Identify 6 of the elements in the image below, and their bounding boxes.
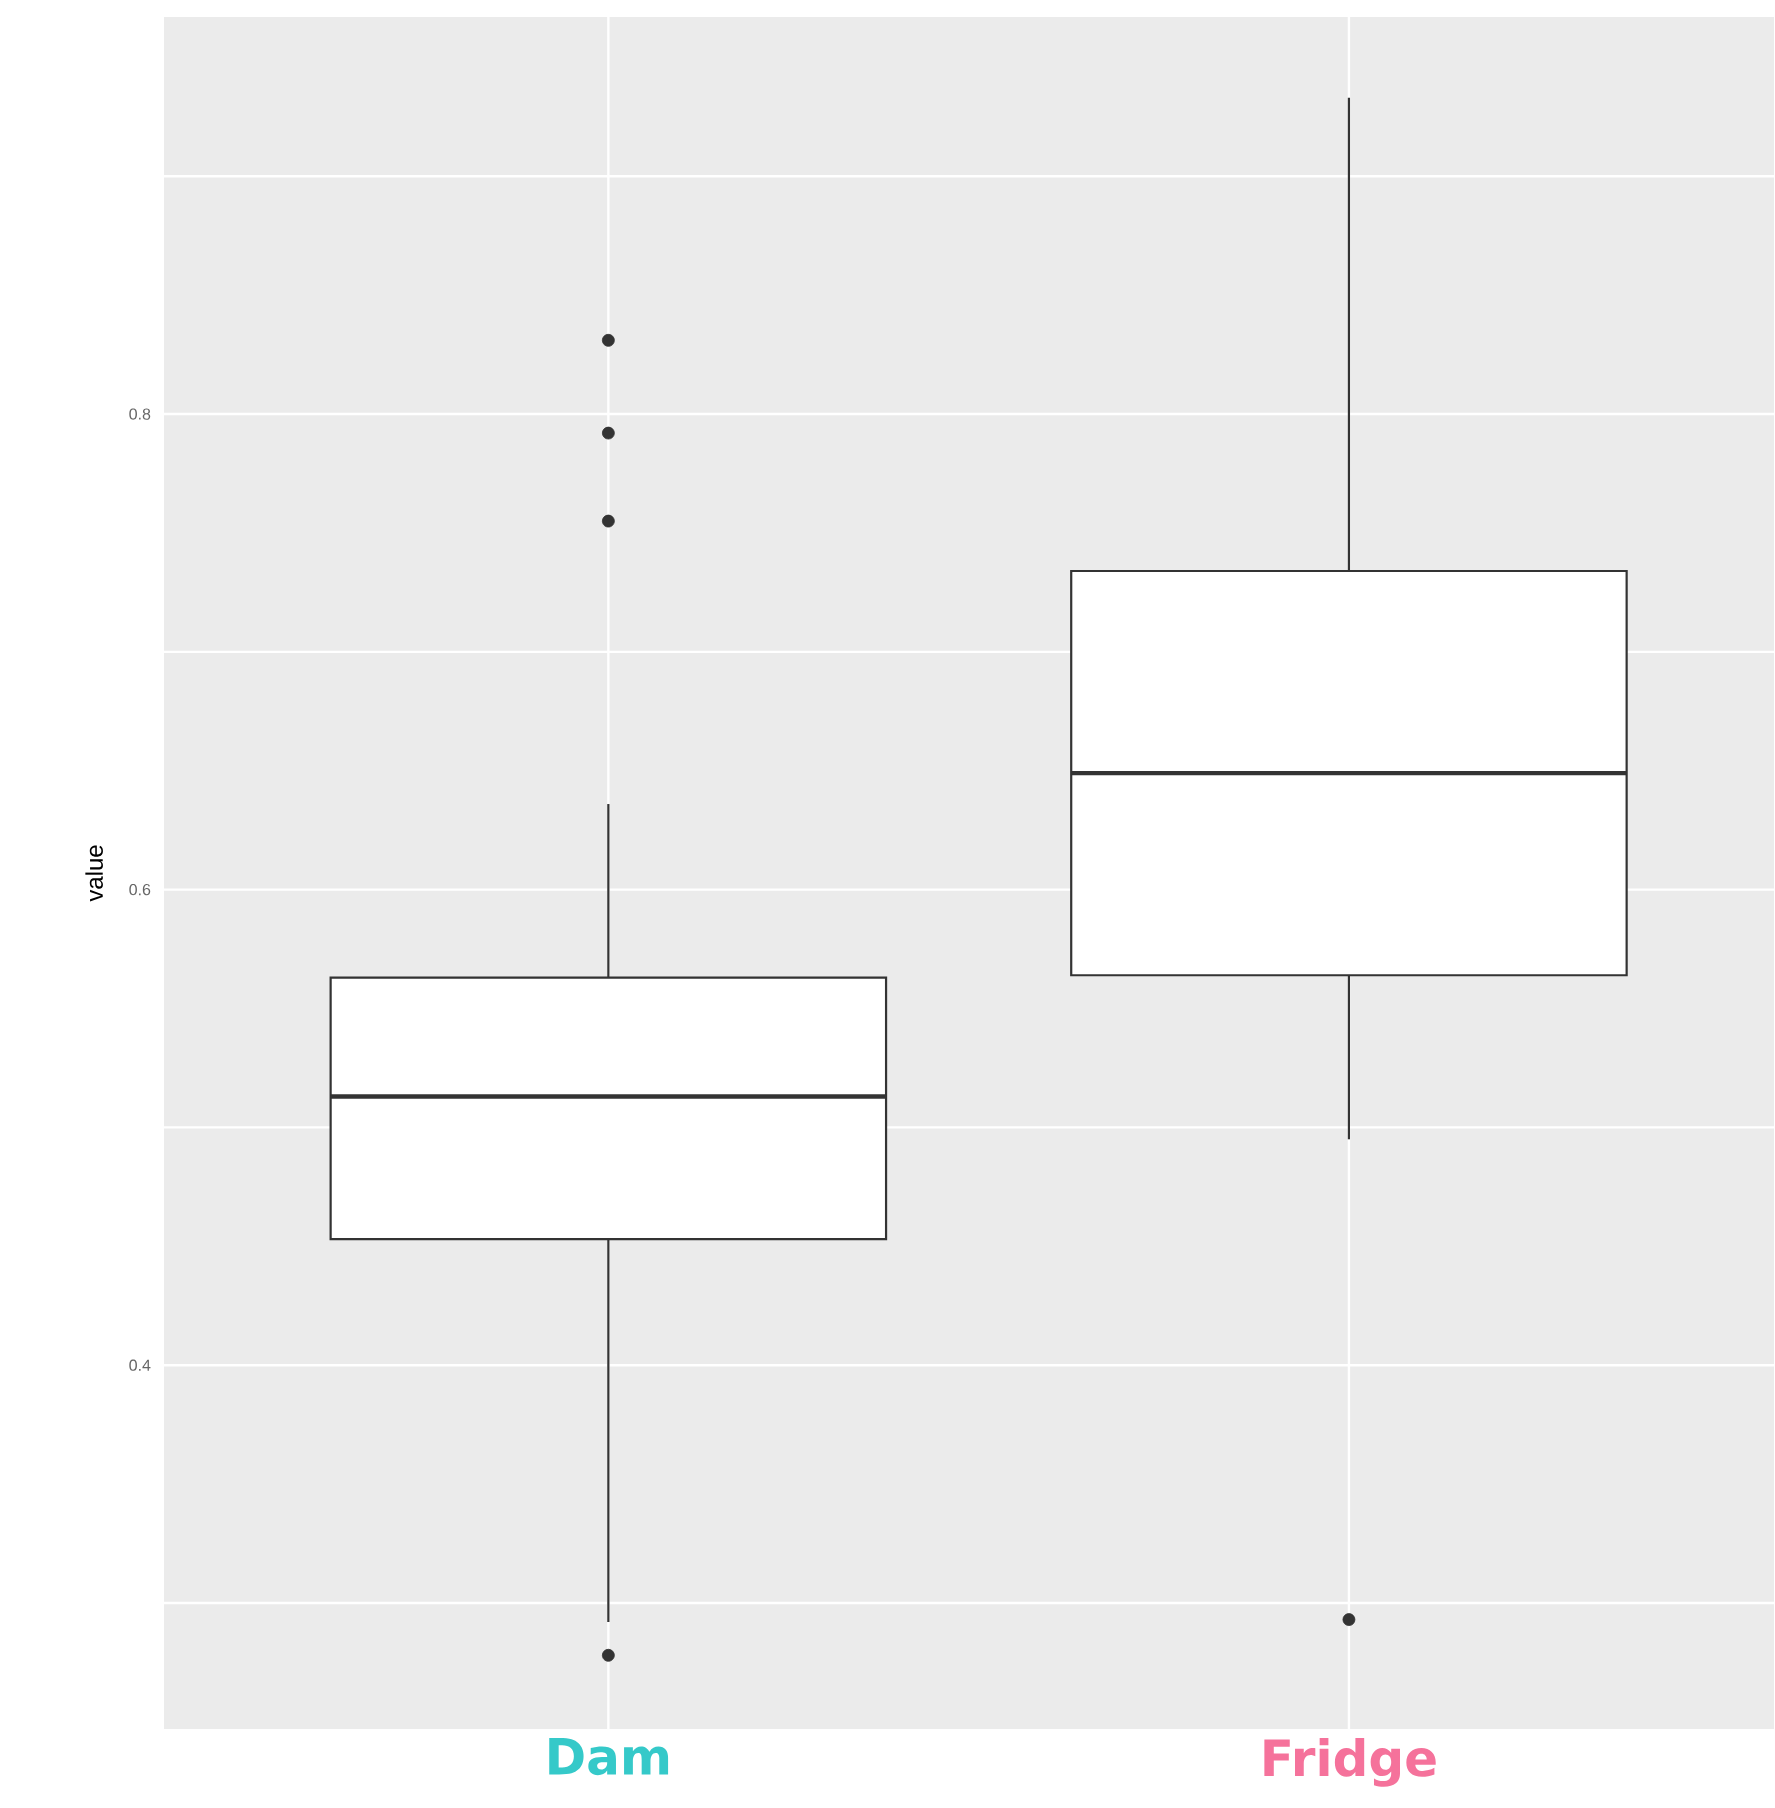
y-tick-label: 0.8 — [129, 408, 151, 420]
x-tick-label: Dam — [549, 1738, 668, 1776]
y-tick-label: 0.4 — [129, 1359, 151, 1371]
x-tick-label: Fridge — [1264, 1738, 1436, 1787]
y-axis-title: value — [85, 845, 103, 902]
y-tick-label: 0.6 — [129, 883, 151, 896]
